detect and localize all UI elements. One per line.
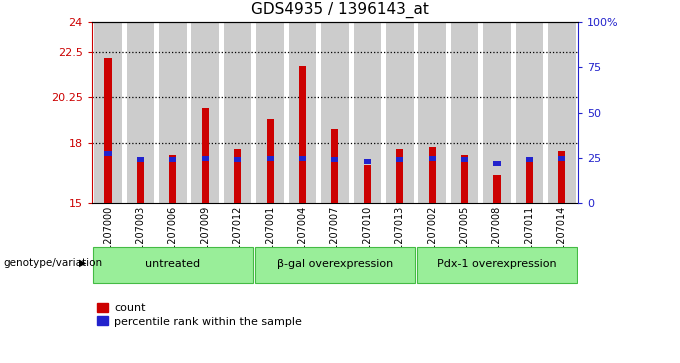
Bar [331, 157, 339, 162]
Bar [331, 129, 339, 203]
Bar [299, 66, 306, 203]
Text: GDS4935 / 1396143_at: GDS4935 / 1396143_at [251, 2, 429, 18]
Bar [126, 22, 154, 203]
Text: β-gal overexpression: β-gal overexpression [277, 259, 393, 269]
Bar [526, 157, 533, 162]
Bar [461, 157, 468, 162]
Bar [202, 109, 209, 203]
Bar [386, 22, 413, 203]
Bar [92, 247, 253, 283]
Bar [526, 157, 533, 203]
Bar [558, 151, 565, 203]
Bar [321, 22, 349, 203]
Bar [137, 157, 144, 162]
Bar [224, 22, 252, 203]
Bar [428, 147, 436, 203]
Bar [548, 22, 575, 203]
Legend: count, percentile rank within the sample: count, percentile rank within the sample [97, 303, 302, 327]
Bar [483, 22, 511, 203]
Bar [354, 22, 381, 203]
Bar [494, 161, 500, 166]
Bar [234, 157, 241, 162]
Bar [396, 157, 403, 162]
Bar [428, 156, 436, 161]
Bar [364, 165, 371, 203]
Bar [169, 155, 176, 203]
Bar [202, 156, 209, 161]
Bar [105, 151, 112, 156]
Bar [494, 175, 500, 203]
Bar [105, 58, 112, 203]
Bar [137, 159, 144, 203]
Bar [159, 22, 186, 203]
Bar [461, 155, 468, 203]
Bar [267, 119, 273, 203]
Bar [558, 156, 565, 161]
Bar [267, 156, 273, 161]
Bar [418, 22, 446, 203]
Bar [417, 247, 577, 283]
Bar [192, 22, 219, 203]
Text: untreated: untreated [146, 259, 201, 269]
Bar [396, 149, 403, 203]
Bar [451, 22, 478, 203]
Bar [289, 22, 316, 203]
Bar [364, 159, 371, 164]
Bar [515, 22, 543, 203]
Bar [299, 156, 306, 161]
Bar [256, 22, 284, 203]
Text: Pdx-1 overexpression: Pdx-1 overexpression [437, 259, 557, 269]
Text: genotype/variation: genotype/variation [3, 258, 103, 268]
Text: ▶: ▶ [79, 258, 86, 268]
Bar [234, 149, 241, 203]
Bar [169, 157, 176, 162]
Bar [95, 22, 122, 203]
Bar [255, 247, 415, 283]
